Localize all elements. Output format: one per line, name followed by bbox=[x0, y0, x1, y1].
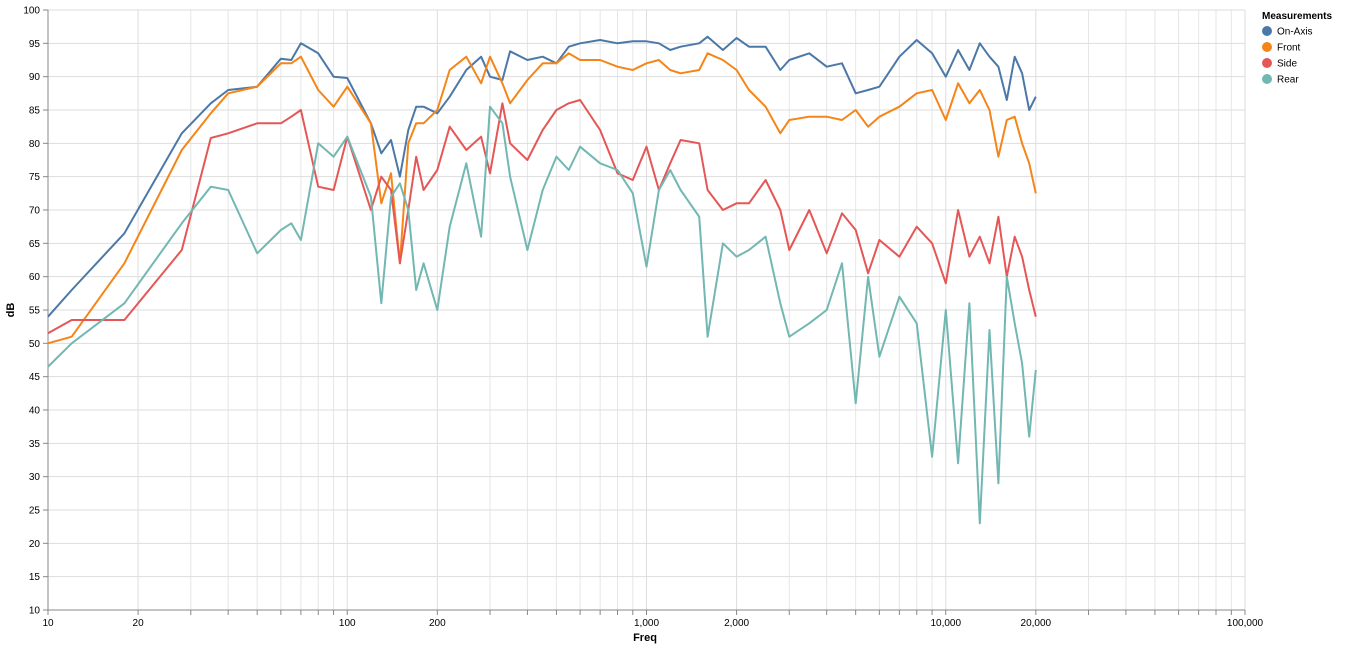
y-tick-label: 40 bbox=[29, 406, 41, 417]
y-tick-label: 65 bbox=[29, 239, 41, 250]
y-axis-title: dB bbox=[5, 303, 17, 318]
legend: Measurements On-Axis Front Side Rear bbox=[1262, 11, 1332, 86]
y-tick-label: 10 bbox=[29, 606, 41, 617]
x-tick-label: 1,000 bbox=[634, 618, 659, 629]
series-line bbox=[47, 52, 1037, 345]
y-tick-label: 50 bbox=[29, 339, 41, 350]
x-axis-title: Freq bbox=[633, 632, 657, 644]
legend-label: Rear bbox=[1277, 75, 1299, 86]
legend-label: Front bbox=[1277, 43, 1301, 54]
y-tick-label: 100 bbox=[23, 6, 40, 17]
y-tick-label: 60 bbox=[29, 272, 41, 283]
x-tick-label: 10 bbox=[42, 618, 54, 629]
legend-symbol bbox=[1262, 74, 1272, 84]
x-tick-label: 100 bbox=[339, 618, 356, 629]
y-tick-label: 75 bbox=[29, 172, 41, 183]
y-tick-label: 95 bbox=[29, 39, 41, 50]
legend-label: On-Axis bbox=[1277, 27, 1313, 38]
y-tick-label: 85 bbox=[29, 106, 41, 117]
y-tick-label: 30 bbox=[29, 472, 41, 483]
x-tick-label: 20,000 bbox=[1021, 618, 1052, 629]
axes: 10 15 20 25 30 35 40 45 50 55 60 65 70 75 80 85 90 95 100 1… bbox=[23, 6, 1263, 630]
legend-label: Side bbox=[1277, 59, 1297, 70]
x-tick-label: 10,000 bbox=[930, 618, 961, 629]
y-tick-label: 25 bbox=[29, 506, 41, 517]
y-tick-label: 70 bbox=[29, 206, 41, 217]
series-line bbox=[47, 99, 1037, 335]
y-tick-label: 55 bbox=[29, 306, 41, 317]
legend-symbol bbox=[1262, 26, 1272, 36]
x-tick-label: 20 bbox=[133, 618, 145, 629]
y-tick-label: 20 bbox=[29, 539, 41, 550]
y-tick-label: 15 bbox=[29, 572, 41, 583]
x-tick-label: 200 bbox=[429, 618, 446, 629]
y-tick-label: 35 bbox=[29, 439, 41, 450]
y-tick-label: 45 bbox=[29, 372, 41, 383]
legend-symbol bbox=[1262, 58, 1272, 68]
y-tick-label: 80 bbox=[29, 139, 41, 150]
legend-symbol bbox=[1262, 42, 1272, 52]
x-tick-label: 2,000 bbox=[724, 618, 749, 629]
series-line bbox=[47, 105, 1037, 525]
series-line bbox=[47, 35, 1037, 318]
grid bbox=[47, 9, 1246, 611]
x-tick-label: 100,000 bbox=[1227, 618, 1264, 629]
y-tick-label: 90 bbox=[29, 72, 41, 83]
legend-title: Measurements bbox=[1262, 11, 1332, 22]
